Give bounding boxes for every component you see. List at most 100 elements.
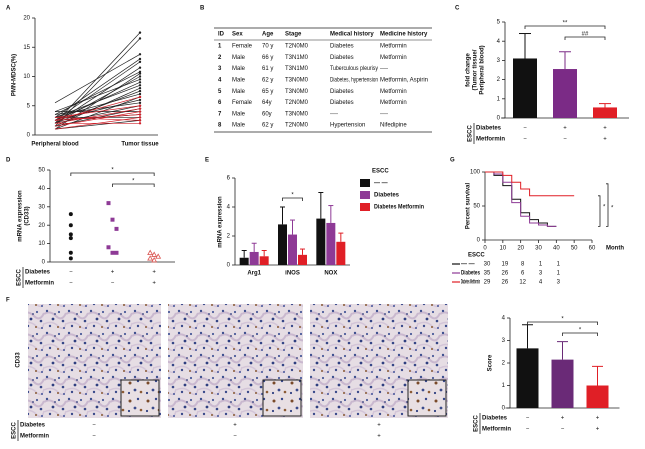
bar xyxy=(316,218,326,265)
table-cell: T3N0M0 xyxy=(285,89,309,95)
table-cell: T3N0M0 xyxy=(285,111,309,117)
point xyxy=(138,53,142,56)
significance-label: * xyxy=(111,168,114,174)
y-axis-label: (Tumor tissue/ xyxy=(473,49,479,90)
point xyxy=(151,257,158,263)
table-cell: Male xyxy=(232,66,246,72)
table-cell: 65 y xyxy=(262,89,273,95)
group-mark: + xyxy=(152,270,156,276)
risk-label: — — xyxy=(461,262,475,268)
x-tick-label: 60 xyxy=(589,246,596,252)
point xyxy=(138,78,142,81)
risk-count: 26 xyxy=(501,280,508,286)
y-tick-label: 2 xyxy=(227,234,231,240)
bar xyxy=(298,254,307,265)
significance-bracket xyxy=(70,172,155,176)
series-line xyxy=(54,105,141,124)
risk-count: 1 xyxy=(539,262,543,268)
x-tick-label: 50 xyxy=(571,246,578,252)
risk-count: 6 xyxy=(521,271,525,277)
table-cell: ---- xyxy=(380,66,388,72)
y-tick-label: 5 xyxy=(27,103,31,109)
y-tick-label: 10 xyxy=(23,74,30,80)
y-tick-label: 2 xyxy=(497,77,501,83)
significance-label: * xyxy=(611,206,614,212)
panel-letter: A xyxy=(6,6,11,12)
group-mark: − xyxy=(233,434,237,440)
table-cell: Metformin, Aspirin xyxy=(380,77,428,83)
group-label: Metformin xyxy=(482,427,511,433)
group-mark: + xyxy=(603,137,607,143)
y-tick-label: 20 xyxy=(38,223,45,229)
group-title: ESCC xyxy=(474,414,480,431)
series-line xyxy=(54,96,141,121)
point xyxy=(68,236,73,241)
table-header: Age xyxy=(262,32,274,38)
y-tick-label: 5 xyxy=(497,20,501,26)
table-cell: T3N1M0 xyxy=(285,66,309,72)
series-line xyxy=(54,84,141,118)
legend-swatch xyxy=(360,203,370,211)
point xyxy=(106,245,111,250)
table-cell: T3N0M0 xyxy=(285,77,309,83)
table-cell: T3N1M0 xyxy=(285,55,309,61)
point xyxy=(155,253,162,259)
bar xyxy=(249,251,259,265)
series-line xyxy=(54,32,141,124)
point xyxy=(138,107,142,110)
point xyxy=(138,87,142,90)
point xyxy=(138,60,142,64)
significance-label: ## xyxy=(582,32,589,38)
point xyxy=(138,104,142,107)
bar xyxy=(551,359,574,408)
table-cell: Hypertension xyxy=(330,123,365,129)
group-mark: + xyxy=(596,416,600,422)
y-tick-label: 10 xyxy=(38,241,45,247)
risk-count: 3 xyxy=(539,271,543,277)
bar xyxy=(326,222,336,265)
legend-label: — — xyxy=(374,181,388,187)
group-mark: − xyxy=(523,137,527,143)
group-label: Diabetes xyxy=(482,416,508,422)
x-tick-label: 20 xyxy=(517,246,524,252)
x-tick-label: iNOS xyxy=(285,271,300,277)
risk-count: 19 xyxy=(501,262,508,268)
y-tick-label: 2 xyxy=(502,361,506,367)
x-tick-label: 30 xyxy=(535,246,542,252)
group-title: ESCC xyxy=(12,421,18,438)
group-mark: + xyxy=(603,126,607,132)
table-cell: Metformin xyxy=(380,44,407,50)
bar xyxy=(516,348,539,408)
group-mark: − xyxy=(526,416,530,422)
significance-bracket xyxy=(282,197,303,201)
series-line xyxy=(54,71,141,115)
table-header: ID xyxy=(218,32,225,38)
panel-letter: E xyxy=(205,158,209,164)
series-line xyxy=(54,105,141,118)
point xyxy=(138,57,142,61)
group-title: ESCC xyxy=(17,268,23,285)
point xyxy=(138,98,142,102)
y-tick-label: 1 xyxy=(497,96,501,102)
table-cell: Tuberculous pleurisy xyxy=(330,66,378,72)
table-cell: Male xyxy=(232,123,246,129)
table-cell: 3 xyxy=(218,66,222,72)
table-header: Sex xyxy=(232,32,243,38)
table-cell: Metformin xyxy=(380,55,407,61)
point xyxy=(138,75,142,78)
significance-bracket xyxy=(562,332,598,336)
risk-count: 1 xyxy=(557,262,561,268)
table-header: Stage xyxy=(285,32,302,38)
series-line xyxy=(54,108,141,124)
significance-bracket xyxy=(524,25,606,29)
point xyxy=(114,250,119,255)
significance-bracket xyxy=(564,36,606,40)
point xyxy=(138,70,142,74)
y-axis-label: Percent survival xyxy=(466,182,472,229)
point xyxy=(138,31,142,34)
legend-label: Diabetes xyxy=(374,193,400,199)
y-tick-label: 40 xyxy=(38,186,45,192)
legend-label: Diabetes Metformin xyxy=(374,205,424,211)
risk-count: 4 xyxy=(539,280,543,286)
